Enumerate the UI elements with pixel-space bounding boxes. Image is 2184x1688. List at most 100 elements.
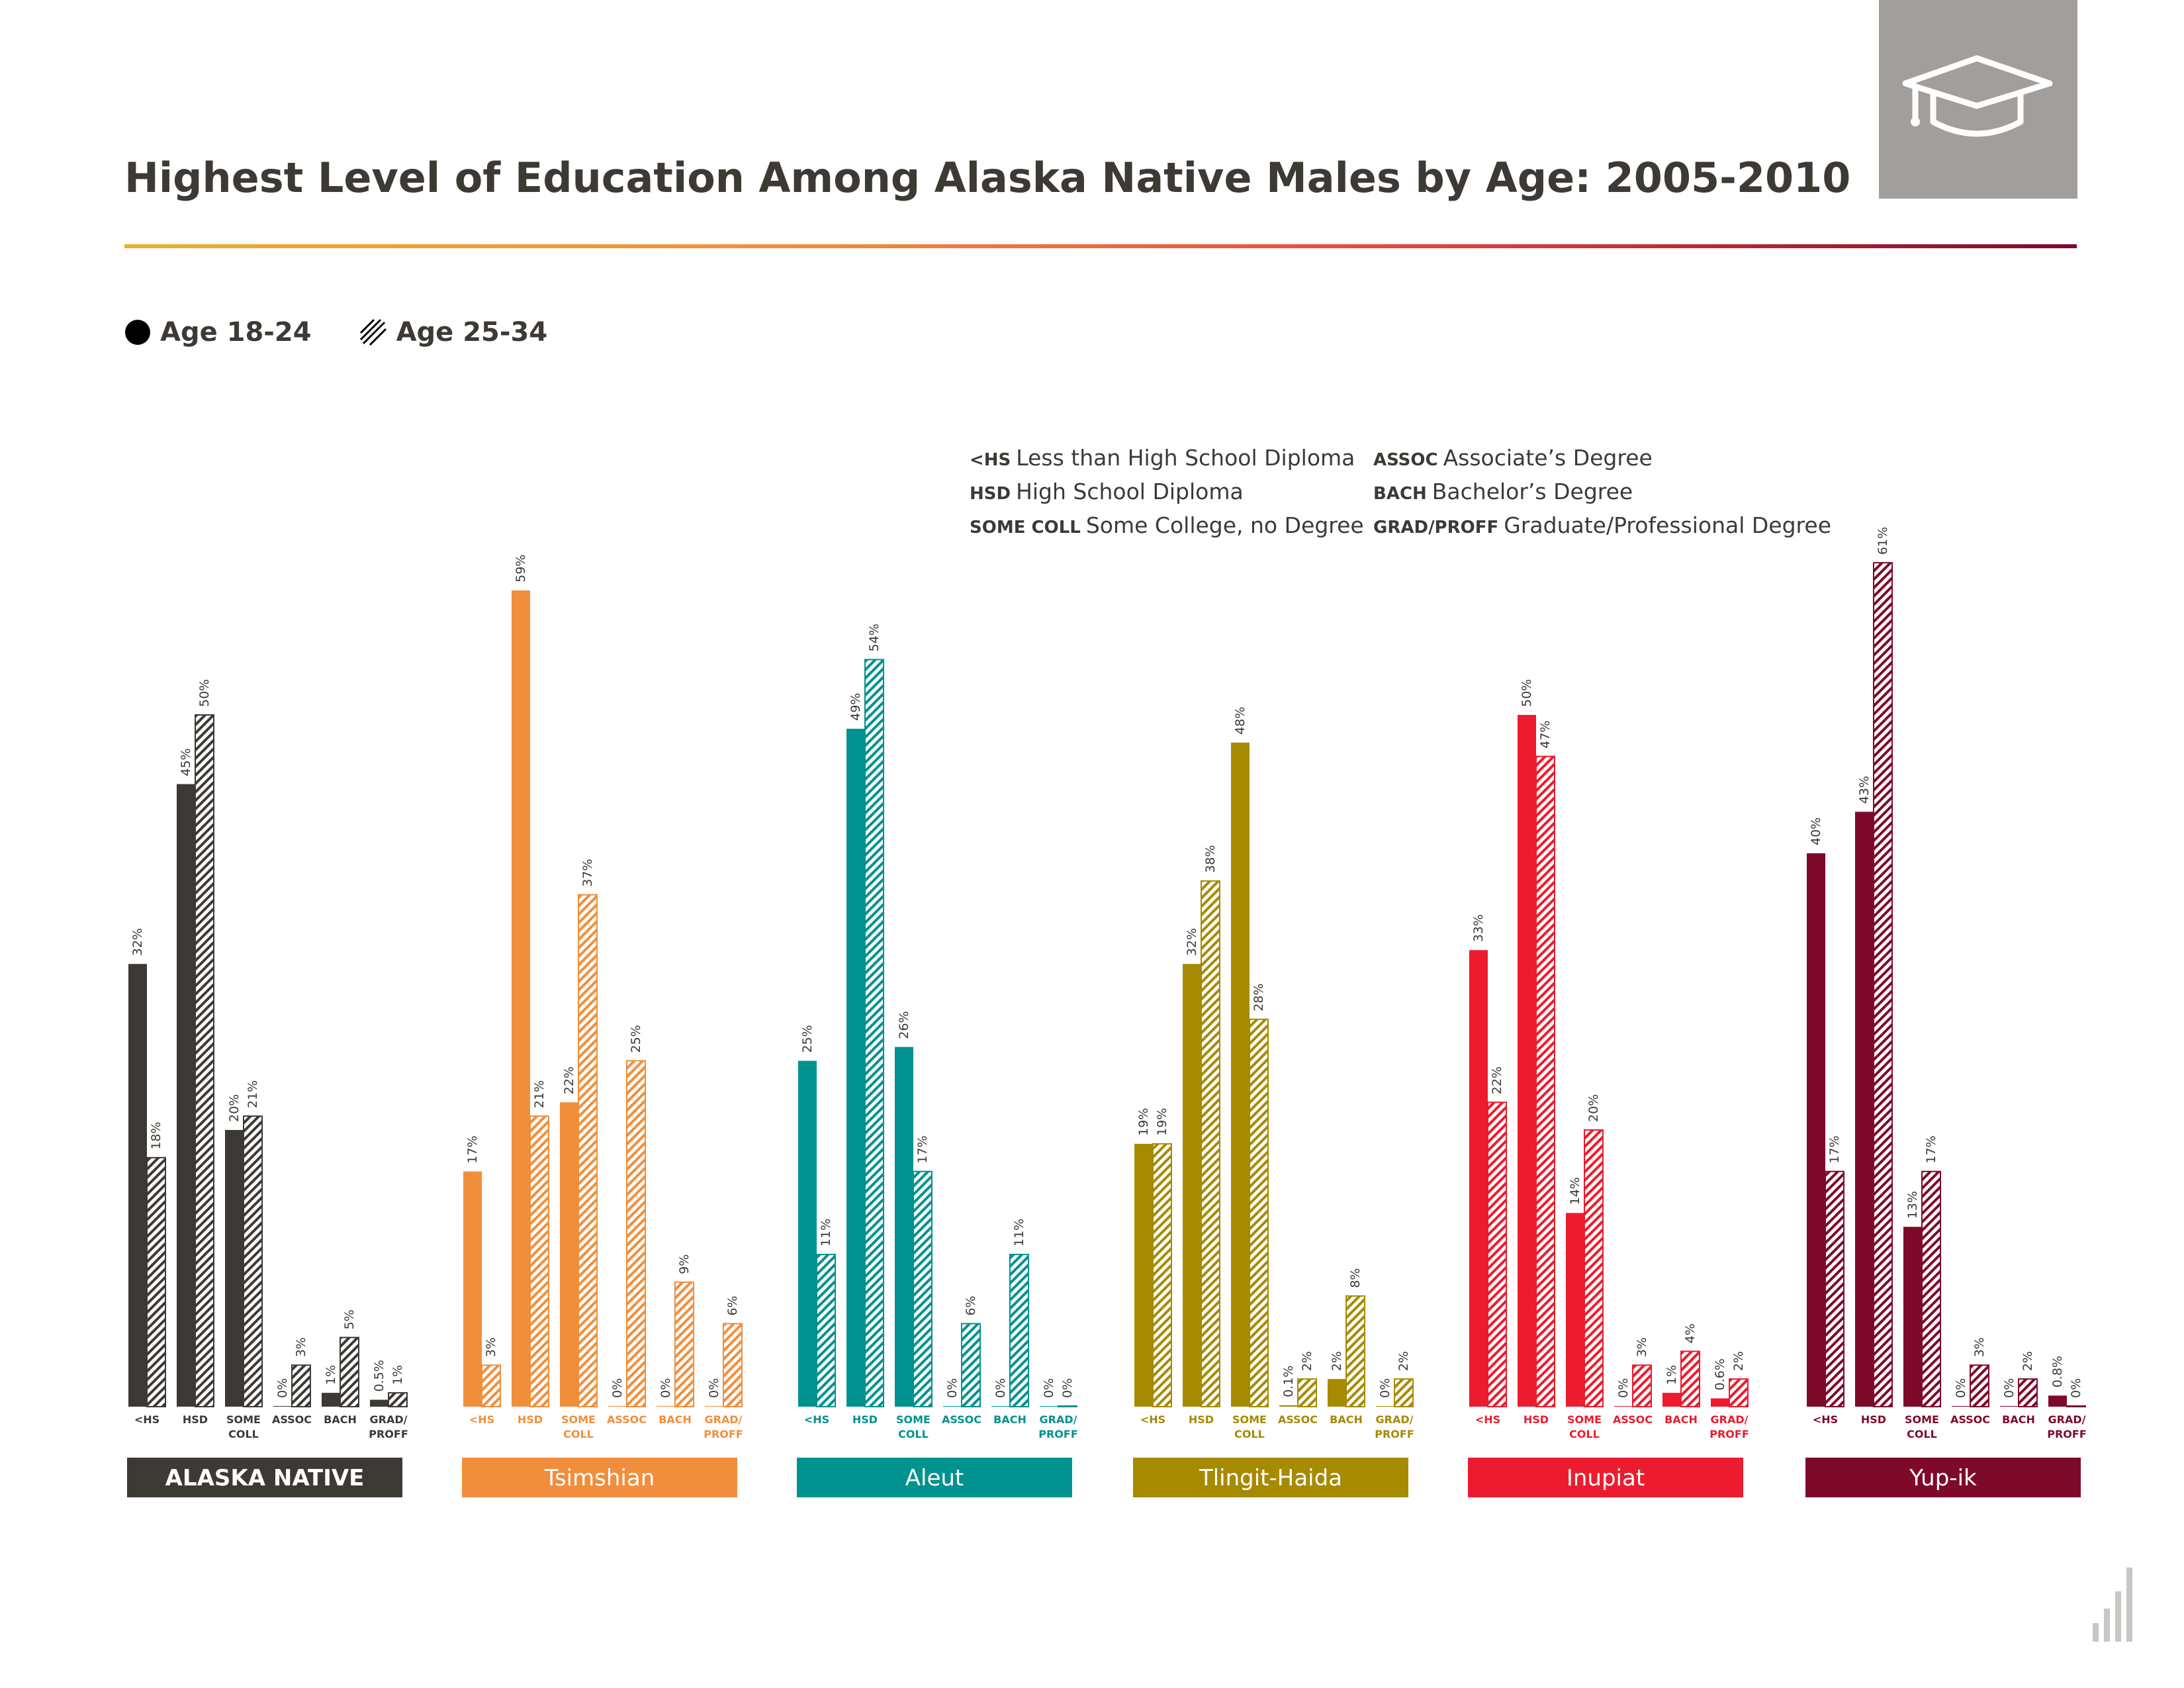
group-label: Tsimshian [544,1465,655,1491]
category-label: HSD [1861,1413,1886,1426]
data-label: 49% [848,693,863,721]
data-label: 14% [1568,1177,1582,1205]
category-label: BACH [993,1413,1026,1426]
category-label: <HS [134,1413,159,1426]
data-label: 5% [342,1309,357,1329]
category-label: HSD [1524,1413,1549,1426]
data-label: 3% [1635,1337,1649,1357]
bar [1009,1254,1029,1407]
bar [2000,1406,2019,1407]
bar [243,1115,263,1407]
bar [1394,1378,1414,1407]
bar [1152,1143,1172,1408]
data-label: 47% [1538,720,1553,748]
category-label: GRAD/ [370,1413,408,1426]
bar [340,1336,359,1407]
data-label: 25% [800,1025,815,1053]
data-label: 3% [1972,1337,1987,1357]
data-label: 0% [707,1378,721,1398]
group-label-box [127,1458,402,1497]
category-label: GRAD/ [1376,1413,1414,1426]
category-label: <HS [1475,1413,1500,1426]
bar [1231,742,1250,1407]
bar [1566,1213,1584,1407]
bar [370,1399,388,1407]
group-label: Inupiat [1567,1465,1645,1491]
bar [291,1364,311,1408]
category-label: BACH [659,1413,692,1426]
legend: Age 18-24 Age 25-34 [124,314,595,351]
category-label: HSD [852,1413,878,1426]
category-label: SOME [1232,1413,1267,1426]
data-label: 2% [1300,1351,1314,1371]
bar [705,1406,723,1407]
bar [2018,1378,2038,1407]
data-label: 0% [2069,1378,2083,1398]
category-label: ASSOC [607,1413,647,1426]
data-label: 33% [1471,914,1486,942]
bar [1183,964,1201,1407]
group-label-box [1805,1458,2081,1497]
abbreviation-row: HSD High School Diploma [970,479,1244,504]
data-label: 0% [993,1378,1008,1398]
bar [225,1130,244,1407]
bar [657,1406,675,1407]
data-label: 22% [1490,1066,1504,1094]
bar [1921,1170,1941,1407]
bar [560,1102,578,1407]
data-label: 19% [1155,1108,1169,1136]
category-label: PROFF [704,1428,743,1440]
bar [1729,1378,1749,1407]
data-label: 26% [897,1011,911,1039]
category-label: COLL [563,1428,594,1440]
category-label: PROFF [2047,1428,2087,1440]
bar [1279,1405,1298,1407]
bar [1535,755,1555,1407]
bar [1614,1406,1633,1407]
category-label: COLL [1569,1428,1600,1440]
category-label: GRAD/ [705,1413,743,1426]
data-label: 28% [1251,984,1266,1011]
legend-item-age-25-34: Age 25-34 [359,317,547,348]
data-label: 18% [149,1122,163,1150]
category-label: COLL [1234,1428,1265,1440]
data-label: 2% [1396,1351,1411,1371]
abbreviation-row: SOME COLL Some College, no Degree [970,512,1364,538]
legend-label: Age 18-24 [160,317,312,348]
bar [1662,1393,1681,1407]
group-label-box [1133,1458,1408,1497]
group-label: Yup-ik [1909,1465,1977,1491]
bar-group-tsimshian: 17% 3% <HS 59% 21% HSD 22% 37% SOME COLL 0% 25% ASSO… [462,555,743,1497]
data-label: 0% [1060,1378,1075,1398]
bar-group-yup-ik: 40% 17% <HS 43% 61% HSD 13% 17% SOME COLL 0% 3% ASSO… [1805,527,2087,1497]
bar [177,784,195,1407]
bar [1297,1378,1317,1407]
bar [1952,1406,1970,1407]
category-label: COLL [228,1428,259,1440]
graduation-cap-badge [1879,0,2077,199]
data-label: 32% [1185,928,1199,956]
category-label: ASSOC [1950,1413,1990,1426]
bar [1903,1227,1922,1407]
bar [608,1406,627,1407]
category-label: BACH [1664,1413,1698,1426]
graduation-cap-icon [1902,55,2053,137]
bar [146,1156,166,1408]
data-label: 17% [1827,1135,1842,1163]
data-label: 3% [484,1337,498,1357]
bar [128,964,147,1407]
bar [1518,715,1536,1407]
data-label: 3% [294,1337,308,1357]
category-label: COLL [1907,1428,1937,1440]
data-label: 50% [1520,679,1534,707]
chart-title: Highest Level of Education Among Alaska … [124,154,1851,202]
bar [2066,1405,2086,1407]
category-label: BACH [1330,1413,1363,1426]
bar [529,1115,549,1407]
bar [388,1392,408,1408]
bar [1469,950,1488,1407]
data-label: 17% [915,1135,930,1163]
bar [1711,1398,1729,1407]
bar [626,1060,646,1407]
bar [578,894,598,1407]
